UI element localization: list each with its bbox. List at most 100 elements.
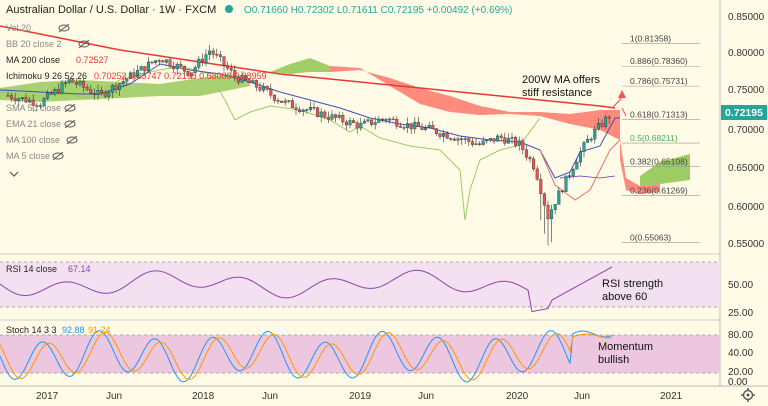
eye-icon[interactable] [58, 23, 70, 33]
chevron-down-icon[interactable] [9, 171, 19, 177]
stoch-label[interactable]: Stoch 14 3 3 [6, 325, 57, 335]
candle-up [413, 121, 417, 130]
candle-up [53, 89, 57, 95]
candle-down [254, 80, 258, 88]
candle-up [146, 61, 150, 72]
candle-up [164, 59, 168, 63]
candle-up [283, 100, 287, 103]
candle-up [442, 133, 446, 137]
candle-up [46, 92, 50, 99]
candle-up [481, 140, 485, 145]
candle-up [17, 98, 21, 102]
candle-down [172, 66, 176, 70]
candlestick-series[interactable] [6, 45, 611, 246]
candle-down [521, 140, 525, 150]
legend-ma5[interactable]: MA 5 close [6, 151, 50, 161]
rsi-axis-tick: 25.00 [728, 308, 753, 319]
candle-down [215, 54, 219, 56]
stoch-d-line [0, 331, 613, 381]
legend-bb[interactable]: BB 20 close 2 [6, 39, 62, 49]
candle-up [110, 85, 114, 93]
candle-up [42, 98, 46, 106]
candle-up [20, 97, 24, 100]
time-axis[interactable]: 2017 Jun 2018 Jun 2019 Jun 2020 Jun 2021 [36, 391, 683, 402]
candle-down [445, 133, 449, 139]
candle-down [114, 85, 118, 91]
candle-down [391, 118, 395, 121]
rsi-label[interactable]: RSI 14 close [6, 264, 57, 274]
legend-vol[interactable]: Vol 20 [6, 23, 31, 33]
ichimoku-leading-band [539, 139, 621, 201]
annotation-ma-line1: 200W MA offers [522, 74, 601, 86]
candle-down [492, 138, 496, 142]
candle-down [233, 70, 237, 78]
candle-down [316, 107, 320, 117]
legend-ema21[interactable]: EMA 21 close [6, 119, 61, 129]
current-price-value: 0.72195 [725, 107, 763, 119]
candle-up [96, 89, 100, 95]
legend-ma200[interactable]: MA 200 close [6, 55, 60, 65]
candle-down [542, 193, 546, 206]
candle-up [38, 105, 42, 107]
candle-down [298, 109, 302, 112]
fib-label: 0(0.55063) [630, 233, 671, 243]
candle-down [416, 121, 420, 127]
eye-icon[interactable] [64, 119, 76, 129]
fibonacci-levels[interactable]: 1(0.81358) 0.886(0.78360) 0.786(0.75731) 0.… [622, 34, 700, 243]
candle-up [121, 81, 125, 84]
candle-up [197, 58, 201, 68]
candle-down [528, 157, 532, 160]
candle-down [186, 71, 190, 76]
price-axis[interactable]: 0.85000 0.80000 0.75000 0.70000 0.65000 … [721, 12, 767, 250]
candle-up [568, 175, 572, 177]
candle-down [157, 60, 161, 62]
stoch-k-value: 92.88 [62, 325, 85, 335]
time-tick: Jun [574, 391, 590, 402]
eye-icon[interactable] [78, 39, 90, 49]
time-tick: Jun [262, 391, 278, 402]
candle-down [236, 76, 240, 83]
candle-down [168, 59, 172, 67]
eye-icon[interactable] [66, 135, 78, 145]
time-tick: 2018 [192, 391, 215, 402]
candle-down [539, 179, 543, 194]
ichimoku-cloud-bearish [330, 66, 620, 140]
candle-down [499, 135, 503, 138]
candle-down [600, 123, 604, 127]
candle-down [74, 81, 78, 85]
eye-icon[interactable] [52, 151, 64, 161]
candle-up [586, 139, 590, 143]
candle-down [431, 125, 435, 129]
settings-gear-icon[interactable] [741, 388, 755, 402]
candle-up [308, 106, 312, 110]
candle-up [67, 79, 71, 83]
candle-down [276, 100, 280, 102]
price-tick: 0.65000 [728, 163, 765, 174]
candle-down [211, 50, 215, 55]
price-tick: 0.70000 [728, 125, 765, 136]
legend-ma100[interactable]: MA 100 close [6, 135, 60, 145]
candle-up [348, 120, 352, 126]
ichimoku-cloud-bullish-forward [640, 154, 690, 186]
candle-down [398, 126, 402, 128]
candle-up [517, 140, 521, 146]
fib-label: 0.786(0.75731) [630, 76, 688, 86]
candle-down [326, 116, 330, 120]
time-tick: 2019 [349, 391, 372, 402]
candle-down [82, 81, 86, 88]
legend-sma50[interactable]: SMA 50 close [6, 103, 61, 113]
eye-icon[interactable] [64, 103, 76, 113]
candle-up [330, 114, 334, 120]
candle-down [24, 97, 28, 103]
candle-up [463, 138, 467, 140]
candle-up [406, 123, 410, 128]
candle-up [64, 82, 68, 84]
legend-ichimoku[interactable]: Ichimoku 9 26 52 26 [6, 71, 87, 81]
candle-down [294, 107, 298, 110]
ichimoku-lagging-span [0, 65, 541, 221]
symbol-title[interactable]: Australian Dollar / U.S. Dollar · 1W · F… [6, 4, 216, 16]
stoch-axis-tick: 0.00 [728, 377, 748, 388]
fib-label: 1(0.81358) [630, 34, 671, 44]
candle-up [107, 92, 111, 97]
